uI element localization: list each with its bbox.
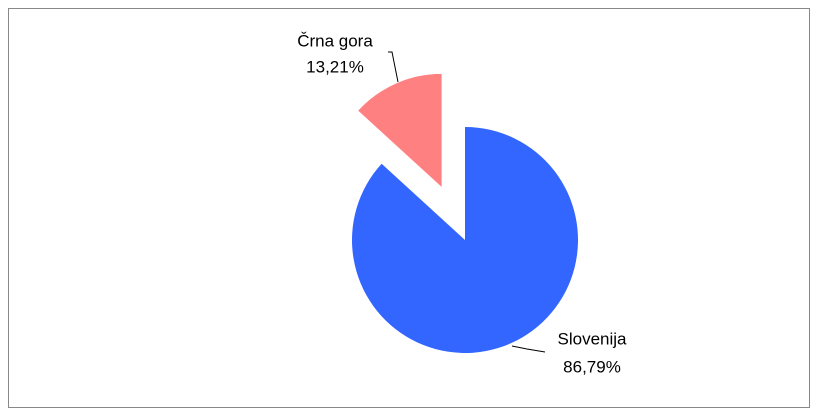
slice-label: Slovenija <box>558 329 628 348</box>
slice-value-label: 86,79% <box>563 357 621 376</box>
pie-slice <box>358 73 442 187</box>
slice-value-label: 13,21% <box>306 57 364 76</box>
slice-label: Črna gora <box>297 31 373 50</box>
leader-line <box>388 51 399 83</box>
leader-line <box>511 345 546 353</box>
pie-slice <box>352 127 578 354</box>
